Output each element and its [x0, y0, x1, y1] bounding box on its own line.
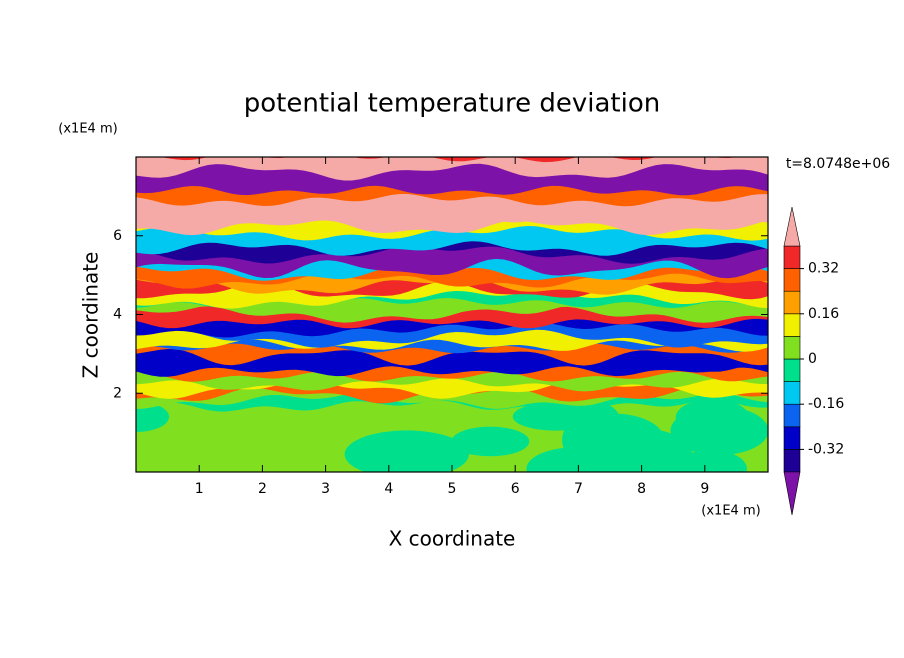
colorbar-box — [783, 403, 801, 428]
colorbar-tick-label: 0.16 — [808, 306, 839, 322]
colorbar-box — [783, 426, 801, 450]
y-unit: (x1E4 m) — [58, 122, 117, 137]
colorbar-under — [783, 471, 801, 516]
x-tick-label: 8 — [637, 481, 646, 497]
field-band — [674, 450, 747, 472]
y-axis-label: Z coordinate — [79, 252, 103, 379]
field-band — [344, 430, 469, 472]
x-tick-label: 5 — [448, 481, 457, 497]
field-band — [451, 426, 530, 457]
x-tick-label: 9 — [700, 481, 709, 497]
x-axis-label: X coordinate — [389, 527, 516, 551]
colorbar-box — [783, 358, 801, 382]
field-band — [136, 157, 768, 181]
field-band — [526, 447, 628, 472]
colorbar-tick-label: -0.32 — [808, 441, 844, 457]
x-tick-label: 2 — [258, 481, 267, 497]
contour-field — [136, 157, 768, 472]
x-unit: (x1E4 m) — [701, 504, 760, 519]
x-tick-label: 6 — [511, 481, 520, 497]
field-band — [136, 401, 170, 433]
colorbar-box — [783, 245, 801, 269]
time-annotation: t=8.0748e+06 — [786, 156, 890, 172]
x-tick-label: 4 — [384, 481, 393, 497]
y-tick-label: 6 — [113, 228, 122, 244]
colorbar-box — [783, 449, 801, 473]
y-tick-label: 2 — [113, 385, 122, 401]
colorbar-box — [783, 290, 801, 315]
y-tick-label: 4 — [113, 307, 122, 323]
colorbar-over — [783, 206, 801, 247]
field-band — [675, 399, 750, 436]
colorbar-box — [783, 381, 801, 405]
colorbar-tick-label: 0 — [808, 351, 817, 367]
colorbar-tick-label: -0.16 — [808, 396, 844, 412]
colorbar-box — [783, 313, 801, 337]
colorbar: 0.32 0.16 0 -0.16 -0.32 — [783, 206, 844, 516]
chart-title: potential temperature deviation — [244, 89, 660, 119]
x-tick-label: 7 — [574, 481, 583, 497]
colorbar-box — [783, 268, 801, 292]
colorbar-tick-label: 0.32 — [808, 261, 839, 277]
colorbar-box — [783, 336, 801, 360]
x-tick-label: 3 — [321, 481, 330, 497]
x-tick-label: 1 — [195, 481, 204, 497]
